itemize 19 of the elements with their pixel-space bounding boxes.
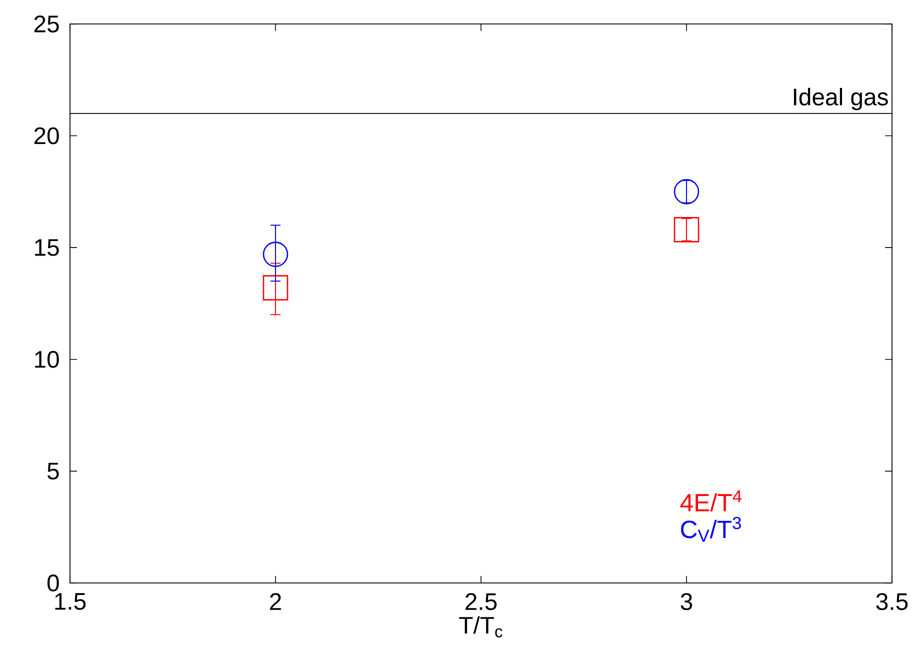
point (674, 179, 700, 204)
point (674, 217, 700, 242)
y-tick-label: 5 (47, 462, 59, 480)
text: C$_{V}$/T$^{3}$ (681, 516, 741, 542)
x-tick-label: 2.5 (466, 593, 497, 610)
ref-line-label: Ideal gas (794, 88, 888, 110)
x-tick-label: 2 (270, 593, 281, 610)
y-tick-label: 10 (35, 350, 59, 368)
text: 4E/T$^{4}$ (680, 490, 742, 512)
y-tick-label: 20 (34, 127, 59, 144)
point (262, 242, 288, 267)
y-tick-label: 15 (35, 239, 59, 256)
x-tick-label: 3 (680, 593, 692, 610)
x-tick-label: 1.5 (55, 593, 86, 610)
x-tick-label: 3.5 (876, 593, 908, 610)
x-axis-title: T/T$_{c}$ (459, 616, 502, 638)
y-tick-label: 25 (34, 16, 59, 32)
point (262, 275, 288, 300)
y-tick-label: 0 (47, 574, 59, 592)
